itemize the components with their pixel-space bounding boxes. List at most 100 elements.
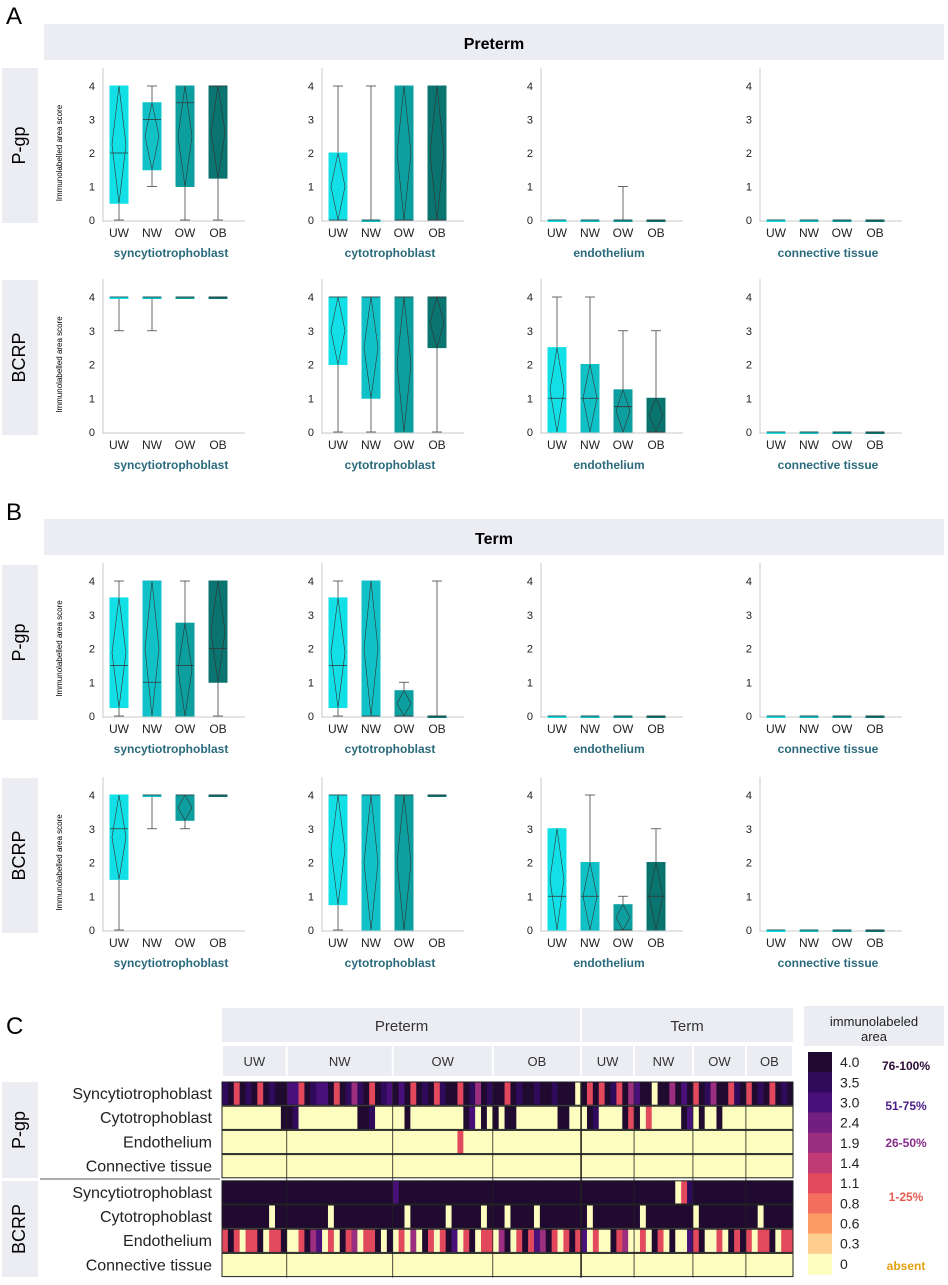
heatmap-cell <box>457 1082 464 1106</box>
heatmap-cell <box>551 1205 558 1229</box>
heatmap-cell <box>481 1082 488 1106</box>
boxplot-term-p-gp-1: 0 1 2 3 4 UW NW OW OB cytotrophoblast <box>308 563 464 756</box>
heatmap-header-preterm: Preterm <box>375 1018 428 1035</box>
y-tick-label: 0 <box>527 711 533 723</box>
heatmap-cell <box>292 1082 299 1106</box>
heatmap-cell <box>557 1205 564 1229</box>
heatmap-group-label: OB <box>528 1054 547 1069</box>
box-OW: OW <box>832 219 853 240</box>
mean-diamond <box>396 794 412 931</box>
box-rect <box>361 296 381 399</box>
heatmap-cell <box>563 1082 570 1106</box>
y-tick-label: 3 <box>746 326 752 338</box>
heatmap-cell <box>557 1106 564 1130</box>
heatmap-cell <box>439 1253 447 1277</box>
x-tick-label: UW <box>328 226 349 240</box>
heatmap-cell <box>469 1106 476 1130</box>
heatmap-cell <box>692 1082 700 1106</box>
heatmap-cell <box>563 1154 570 1178</box>
heatmap-cell <box>481 1253 488 1277</box>
x-tick-label: NW <box>142 226 163 240</box>
heatmap-cell <box>398 1205 405 1229</box>
heatmap-cell <box>710 1205 717 1229</box>
box-rect <box>328 794 348 906</box>
heatmap-cell <box>222 1205 229 1229</box>
y-tick-label: 0 <box>746 427 752 439</box>
heatmap-cell <box>775 1082 782 1106</box>
legend-tick-label: 1.4 <box>840 1155 860 1171</box>
heatmap-cell <box>386 1253 394 1277</box>
heatmap-cell <box>269 1154 276 1178</box>
box-rect <box>427 85 447 221</box>
y-tick-label: 2 <box>308 858 314 870</box>
heatmap-cell <box>663 1180 670 1204</box>
y-tick-label: 3 <box>308 824 314 836</box>
box-OW: OW <box>613 186 634 240</box>
heatmap-cell <box>345 1180 352 1204</box>
legend-category-label: 51-75% <box>885 1099 927 1113</box>
heatmap-cell <box>604 1154 611 1178</box>
heatmap-cell <box>575 1205 582 1229</box>
heatmap-cell <box>274 1229 282 1253</box>
heatmap-cell <box>410 1130 417 1154</box>
box-OW: OW <box>175 580 196 736</box>
heatmap-cell <box>363 1154 370 1178</box>
x-tick-label: UW <box>109 936 130 950</box>
section-header-term: Term <box>475 531 513 548</box>
heatmap-cell <box>398 1180 405 1204</box>
y-tick-label: 1 <box>746 393 752 405</box>
heatmap-cell <box>645 1154 653 1178</box>
box-OB: OB <box>427 580 447 736</box>
box-rect <box>328 597 348 709</box>
heatmap-cell <box>357 1106 364 1130</box>
y-tick-label: 3 <box>89 824 95 836</box>
heatmap-cell <box>622 1130 629 1154</box>
x-tick-label: OB <box>209 722 226 736</box>
heatmap-cell <box>575 1154 582 1178</box>
heatmap-cell <box>233 1253 241 1277</box>
heatmap-cell <box>227 1253 235 1277</box>
heatmap-cell <box>227 1180 235 1204</box>
heatmap-cell <box>316 1180 323 1204</box>
heatmap: Preterm Term UW NW OW OB UW NW OW OB Syncytiotroph… <box>2 1008 794 1278</box>
heatmap-cell <box>681 1154 688 1178</box>
y-axis-title: Immunolabelled area score <box>55 814 64 911</box>
heatmap-cell <box>369 1106 376 1130</box>
heatmap-cell <box>263 1253 270 1277</box>
y-tick-label: 1 <box>308 891 314 903</box>
heatmap-cell <box>716 1154 723 1178</box>
heatmap-cell <box>516 1205 523 1229</box>
legend-category-label: absent <box>887 1259 926 1273</box>
heatmap-cell <box>604 1082 611 1106</box>
heatmap-cell <box>528 1082 535 1106</box>
heatmap-cell <box>457 1253 464 1277</box>
y-tick-label: 2 <box>746 360 752 372</box>
y-tick-label: 0 <box>527 925 533 937</box>
heatmap-group-bg <box>693 1046 745 1076</box>
row-label-pgp-term-bg <box>2 565 38 720</box>
heatmap-cell <box>639 1180 647 1204</box>
heatmap-cell <box>681 1229 688 1253</box>
heatmap-group-label: NW <box>329 1054 351 1069</box>
heatmap-cell <box>598 1082 606 1106</box>
heatmap-cell <box>687 1229 694 1253</box>
legend-swatch <box>808 1152 832 1174</box>
heatmap-cell <box>357 1205 364 1229</box>
heatmap-cell <box>592 1229 600 1253</box>
x-tick-label: OB <box>209 226 226 240</box>
heatmap-cell <box>669 1106 676 1130</box>
heatmap-cell <box>345 1253 352 1277</box>
heatmap-cell <box>345 1130 352 1154</box>
boxplot-preterm-bcrp-3: 0 1 2 3 4 UW NW OW OB connective tissue <box>746 279 902 472</box>
y-axis-title: Immunolabelled area score <box>55 316 64 413</box>
heatmap-cell <box>286 1082 294 1106</box>
heatmap-cell <box>398 1253 405 1277</box>
heatmap-cell <box>704 1229 711 1253</box>
heatmap-cell <box>787 1154 794 1178</box>
legend-swatch <box>808 1092 832 1114</box>
heatmap-cell <box>251 1180 258 1204</box>
y-tick-label: 2 <box>527 858 533 870</box>
heatmap-cell <box>698 1130 706 1154</box>
x-tick-label: NW <box>361 722 382 736</box>
row-label-pgp-term-group: P-gp <box>2 565 38 720</box>
